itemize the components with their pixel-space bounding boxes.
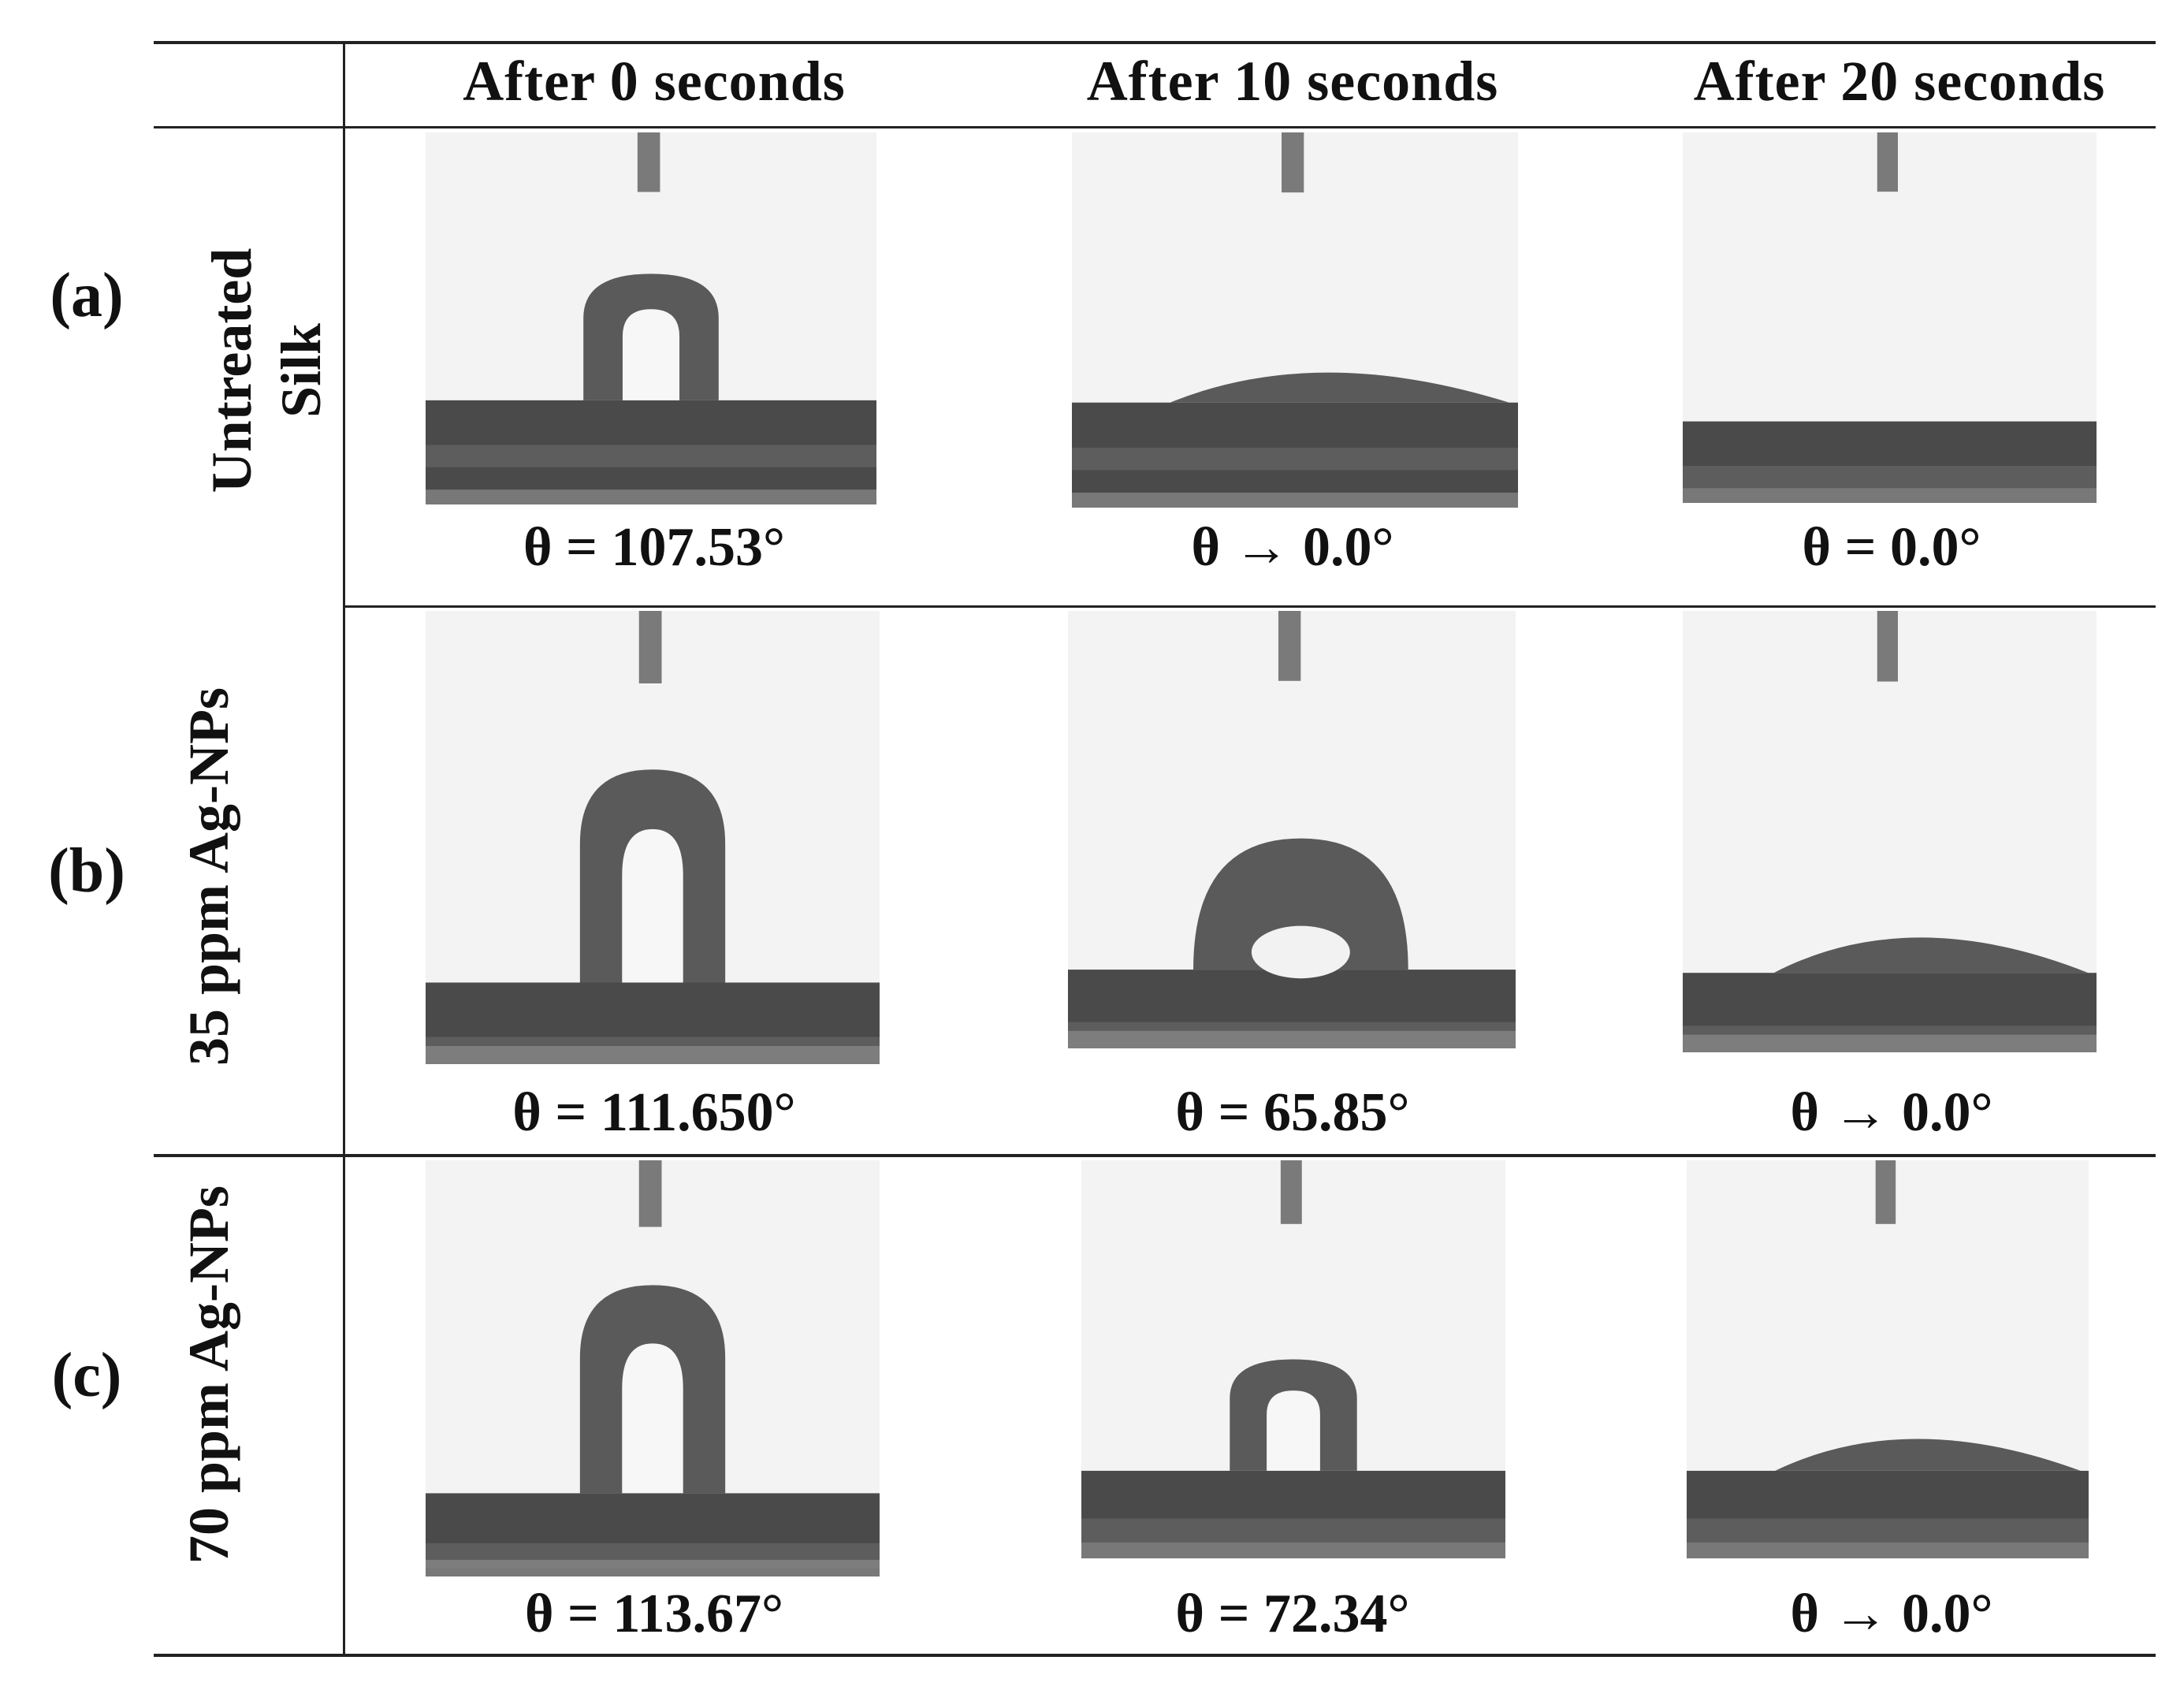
droplet-image-b-2 (1683, 611, 2097, 1052)
droplet-image-c-2 (1687, 1160, 2089, 1558)
droplet-image-b-0 (426, 611, 880, 1064)
header-bottom-rule (154, 126, 2156, 128)
row-letter-c: (c) (51, 1341, 122, 1410)
row-label-35ppm: 35 ppm Ag-NPs (177, 687, 240, 1066)
angle-b-0s: θ = 111.650° (512, 1082, 796, 1143)
row-label-untreated-silk: Untreated Silk (197, 205, 339, 536)
row-b-bottom-rule (154, 1154, 2156, 1157)
angle-a-20s: θ = 0.0° (1802, 517, 1981, 578)
table-bottom-rule (154, 1654, 2156, 1657)
row-label-70ppm: 70 ppm Ag-NPs (177, 1185, 240, 1565)
row-letter-a: (a) (50, 261, 124, 330)
row-letter-b: (b) (48, 836, 125, 906)
angle-c-0s: θ = 113.67° (524, 1584, 784, 1644)
label-column-divider (343, 41, 345, 1655)
droplet-image-c-0 (426, 1160, 880, 1576)
column-header-20s: After 20 seconds (1693, 50, 2106, 113)
column-header-10s: After 10 seconds (1086, 50, 1499, 113)
angle-a-0s: θ = 107.53° (523, 517, 785, 578)
angle-a-10s: θ → 0.0° (1191, 517, 1394, 578)
droplet-image-b-1 (1068, 611, 1516, 1048)
row-label-line2: Silk (270, 322, 333, 419)
row-a-bottom-rule (344, 605, 2156, 608)
angle-b-20s: θ → 0.0° (1790, 1082, 1993, 1143)
angle-c-10s: θ = 72.34° (1175, 1584, 1410, 1644)
angle-b-10s: θ = 65.85° (1175, 1082, 1410, 1143)
angle-c-20s: θ → 0.0° (1790, 1584, 1993, 1644)
droplet-image-a-1 (1072, 132, 1518, 508)
table-top-rule (154, 41, 2156, 44)
column-header-0s: After 0 seconds (463, 50, 846, 113)
row-label-line1: Untreated (200, 248, 263, 493)
droplet-image-a-2 (1683, 132, 2097, 503)
droplet-image-a-0 (426, 132, 876, 504)
droplet-image-c-1 (1081, 1160, 1505, 1558)
